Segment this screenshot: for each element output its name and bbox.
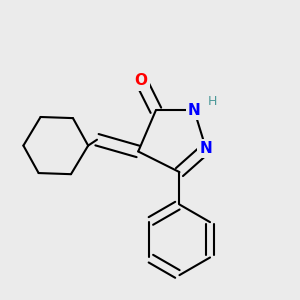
Text: N: N (200, 141, 212, 156)
Text: O: O (135, 73, 148, 88)
Text: H: H (208, 95, 217, 108)
Text: N: N (188, 103, 200, 118)
